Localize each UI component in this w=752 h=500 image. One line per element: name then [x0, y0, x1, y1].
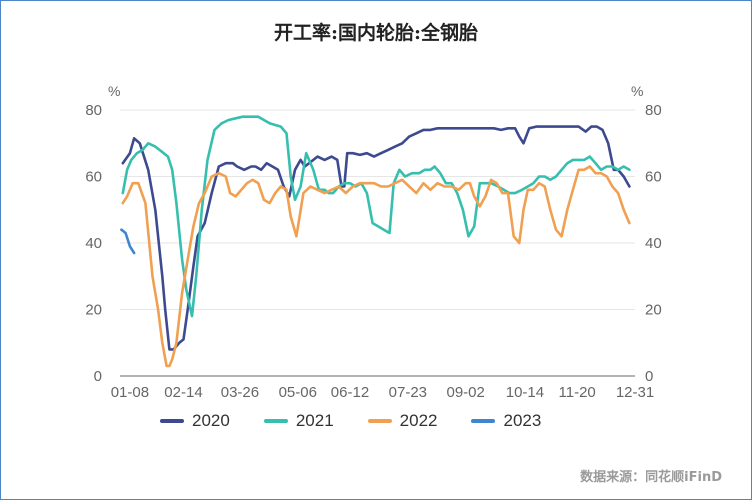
x-tick-label: 01-08: [111, 384, 149, 401]
x-tick-label: 06-12: [331, 384, 369, 401]
legend-item-2022[interactable]: 2022: [367, 411, 438, 431]
legend-label: 2020: [192, 411, 230, 430]
axes: 0 0 20 20 40 40 60 60 80 80 01-08 02-14 03-26 05-06 06…: [85, 102, 661, 401]
x-tick-label: 10-14: [506, 384, 544, 401]
grid-lines: [120, 109, 635, 310]
x-tick-label: 12-31: [616, 384, 654, 401]
x-tick-label: 05-06: [279, 384, 317, 401]
legend-label: 2021: [295, 411, 334, 430]
legend-item-2021[interactable]: 2021: [263, 411, 334, 431]
series-line-2022: [121, 165, 631, 368]
legend-item-2020[interactable]: 2020: [160, 411, 230, 431]
series-lines: [120, 115, 631, 368]
y-tick-label-left: 80: [85, 102, 102, 119]
left-axis-unit: %: [108, 83, 120, 99]
x-tick-label: 09-02: [446, 384, 484, 401]
chart-title: 开工率:国内轮胎:全钢胎: [273, 22, 479, 44]
y-tick-label-right: 80: [645, 102, 662, 119]
y-tick-label-left: 40: [85, 235, 102, 252]
y-tick-label-left: 20: [85, 302, 102, 319]
legend-item-2023[interactable]: 2023: [471, 411, 541, 431]
y-tick-label-left: 0: [94, 368, 102, 385]
series-line-2021: [121, 115, 631, 318]
legend-label: 2023: [503, 411, 542, 430]
x-tick-label: 11-20: [559, 384, 596, 401]
y-tick-label-right: 20: [645, 302, 662, 319]
series-line-2023: [120, 228, 136, 255]
legend: 2020 2021 2022 2023: [160, 411, 541, 431]
y-tick-label-left: 60: [85, 169, 102, 186]
legend-swatch: [160, 419, 184, 423]
data-source-note: 数据来源：同花顺iFinD: [580, 470, 722, 485]
x-tick-label: 07-23: [389, 384, 427, 401]
y-tick-label-right: 60: [645, 169, 662, 186]
x-tick-label: 02-14: [164, 384, 202, 401]
y-tick-label-right: 0: [645, 368, 653, 385]
legend-swatch: [367, 419, 392, 423]
legend-swatch: [263, 419, 288, 423]
y-tick-label-right: 40: [645, 235, 662, 252]
x-tick-label: 03-26: [221, 384, 259, 401]
series-line-2020: [121, 125, 631, 351]
right-axis-unit: %: [631, 83, 643, 99]
legend-swatch: [471, 419, 496, 423]
legend-label: 2022: [399, 411, 438, 430]
